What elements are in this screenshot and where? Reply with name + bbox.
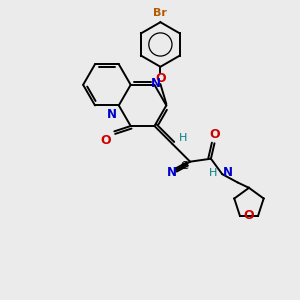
Text: N: N — [107, 108, 117, 121]
Text: N: N — [151, 77, 161, 90]
Text: O: O — [243, 209, 254, 222]
Text: N: N — [167, 166, 177, 179]
Text: O: O — [100, 134, 111, 147]
Text: H: H — [179, 134, 187, 143]
Text: C: C — [180, 161, 188, 171]
Text: H: H — [209, 168, 218, 178]
Text: O: O — [155, 72, 166, 85]
Text: Br: Br — [154, 8, 167, 18]
Text: N: N — [223, 167, 233, 179]
Text: O: O — [209, 128, 220, 141]
